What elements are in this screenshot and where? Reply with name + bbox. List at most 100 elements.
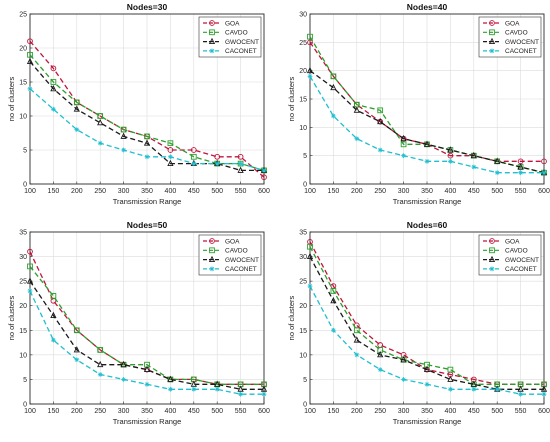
x-tick-label: 250 bbox=[94, 188, 106, 195]
x-tick-label: 150 bbox=[328, 408, 340, 415]
x-tick-label: 600 bbox=[538, 408, 550, 415]
x-tick-label: 300 bbox=[118, 408, 130, 415]
data-point bbox=[73, 105, 80, 112]
x-tick-label: 100 bbox=[24, 408, 36, 415]
x-tick-label: 500 bbox=[491, 408, 503, 415]
data-point bbox=[120, 132, 127, 139]
data-point bbox=[330, 83, 337, 91]
legend-marker bbox=[489, 48, 495, 54]
legend-marker bbox=[209, 29, 215, 36]
data-point bbox=[144, 154, 150, 160]
chart-panel-4: 100 150 200 250 300 350 400 450 500 550 600 0 5 10 15 2… bbox=[287, 220, 550, 426]
data-point bbox=[377, 367, 383, 372]
data-point bbox=[424, 381, 430, 387]
plot-frame bbox=[309, 13, 545, 185]
data-point bbox=[120, 360, 127, 368]
y-tick-label: 25 bbox=[19, 279, 27, 286]
data-point bbox=[353, 106, 360, 113]
legend-label: CACONET bbox=[505, 48, 537, 55]
data-point bbox=[471, 386, 477, 392]
data-point bbox=[167, 140, 174, 147]
data-point bbox=[330, 296, 337, 304]
legend-label: CAVDO bbox=[505, 30, 528, 37]
y-tick-label: 15 bbox=[299, 328, 307, 335]
data-point bbox=[517, 163, 524, 170]
data-point bbox=[540, 385, 548, 392]
y-tick-label: 15 bbox=[19, 80, 27, 87]
data-point bbox=[448, 158, 453, 164]
legend-marker bbox=[208, 37, 216, 45]
data-point bbox=[167, 375, 174, 382]
series-line bbox=[309, 70, 545, 174]
data-point bbox=[73, 346, 80, 353]
x-tick-label: 300 bbox=[118, 188, 130, 195]
data-point bbox=[97, 113, 104, 119]
x-tick-label: 550 bbox=[235, 408, 247, 415]
x-axis-label: Transmission Range bbox=[113, 197, 182, 206]
plot-frame bbox=[29, 231, 265, 405]
data-point bbox=[331, 327, 336, 333]
data-point bbox=[470, 151, 477, 159]
y-tick-label: 20 bbox=[19, 46, 27, 53]
y-tick-label: 25 bbox=[299, 279, 307, 286]
data-point bbox=[97, 118, 104, 126]
x-tick-label: 500 bbox=[491, 188, 503, 195]
legend-marker bbox=[489, 247, 495, 254]
data-point bbox=[120, 126, 127, 133]
legend-marker bbox=[209, 247, 215, 254]
legend-label: CAVDO bbox=[505, 248, 528, 255]
x-tick-label: 300 bbox=[398, 188, 410, 195]
legend-marker bbox=[489, 266, 495, 272]
data-point bbox=[26, 57, 34, 65]
x-tick-label: 600 bbox=[538, 188, 550, 195]
data-point bbox=[307, 283, 313, 289]
data-point bbox=[214, 386, 220, 392]
series-caconet bbox=[27, 86, 267, 173]
legend-label: GWOCENT bbox=[505, 257, 539, 264]
x-tick-label: 400 bbox=[445, 408, 457, 415]
data-point bbox=[261, 174, 267, 181]
y-tick-label: 30 bbox=[19, 254, 27, 261]
chart-title: Nodes=40 bbox=[407, 2, 448, 12]
y-axis-label: no of clusters bbox=[287, 295, 296, 340]
x-tick-label: 100 bbox=[24, 188, 36, 195]
legend: GOA CAVDO GWOCENT CACONET bbox=[478, 234, 542, 276]
data-point bbox=[27, 51, 33, 58]
y-tick-label: 0 bbox=[303, 402, 307, 409]
data-point bbox=[238, 161, 243, 166]
legend-label: GOA bbox=[225, 20, 240, 27]
data-point bbox=[400, 355, 407, 363]
y-tick-label: 35 bbox=[299, 230, 307, 237]
legend-marker bbox=[489, 238, 495, 244]
series-line bbox=[309, 41, 544, 162]
data-point bbox=[447, 152, 454, 159]
y-tick-label: 30 bbox=[299, 12, 307, 19]
y-tick-label: 35 bbox=[19, 230, 27, 237]
x-tick-label: 300 bbox=[398, 408, 410, 415]
legend-label: CACONET bbox=[225, 266, 257, 273]
data-point bbox=[331, 113, 336, 119]
series-line bbox=[29, 54, 265, 172]
data-point bbox=[307, 33, 313, 40]
data-point bbox=[307, 73, 313, 79]
data-point bbox=[494, 170, 500, 176]
data-point bbox=[447, 146, 454, 153]
data-point bbox=[51, 106, 56, 112]
data-point bbox=[354, 136, 360, 142]
data-point bbox=[238, 391, 243, 397]
data-point bbox=[167, 147, 174, 153]
legend-label: CACONET bbox=[505, 266, 537, 273]
legend-label: GWOCENT bbox=[505, 39, 539, 46]
legend-marker bbox=[488, 37, 496, 45]
data-point bbox=[190, 380, 197, 387]
y-tick-label: 20 bbox=[299, 303, 307, 310]
y-tick-label: 10 bbox=[19, 352, 27, 359]
data-point bbox=[50, 311, 57, 318]
data-point bbox=[50, 293, 57, 299]
legend: GOA CAVDO GWOCENT CACONET bbox=[198, 234, 262, 276]
x-tick-label: 150 bbox=[328, 188, 340, 195]
data-point bbox=[237, 153, 244, 160]
legend-marker bbox=[209, 20, 215, 26]
x-tick-label: 450 bbox=[468, 188, 480, 195]
data-point bbox=[50, 65, 57, 72]
